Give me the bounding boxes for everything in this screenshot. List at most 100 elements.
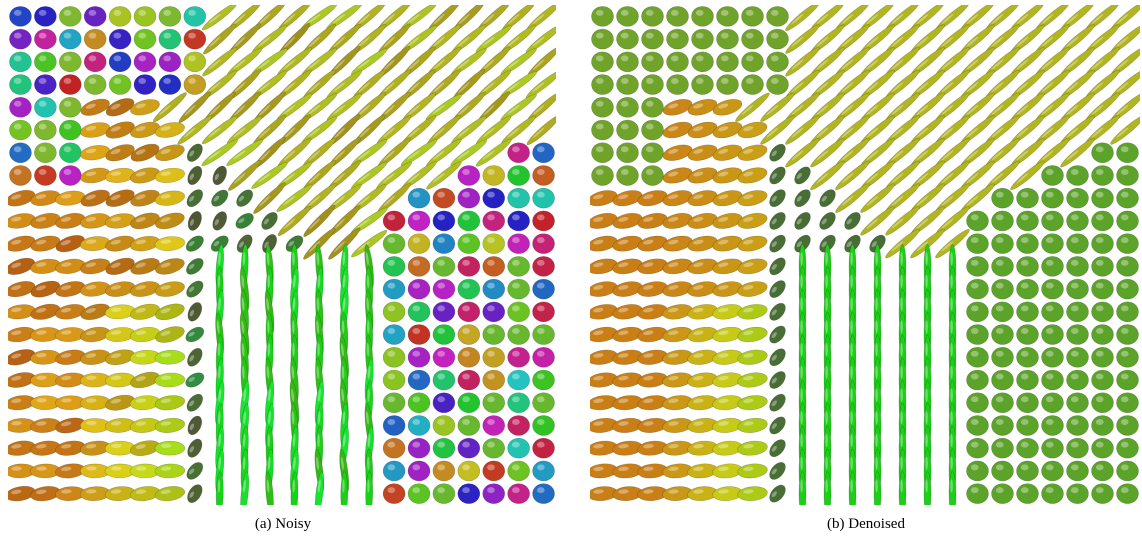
glyph (1121, 442, 1129, 448)
glyph (437, 305, 445, 311)
glyph (437, 396, 445, 402)
glyph (996, 374, 1004, 380)
glyph (462, 328, 470, 334)
glyph (1021, 328, 1029, 334)
glyph (1017, 188, 1039, 208)
glyph (967, 484, 989, 504)
glyph (512, 487, 520, 493)
glyph (971, 260, 979, 266)
glyph (642, 97, 664, 117)
glyph (537, 419, 545, 425)
glyph (849, 472, 856, 516)
glyph (1092, 165, 1114, 185)
glyph (1067, 415, 1089, 435)
glyph (1067, 165, 1089, 185)
glyph (412, 214, 420, 220)
glyph (1046, 328, 1054, 334)
glyph (508, 143, 530, 163)
glyph (1042, 256, 1064, 276)
glyph (971, 237, 979, 243)
glyph (39, 55, 47, 61)
glyph (1096, 305, 1104, 311)
glyph (971, 487, 979, 493)
glyph (950, 275, 952, 288)
glyph (646, 78, 654, 84)
glyph (596, 146, 604, 152)
glyph (825, 298, 827, 311)
glyph (642, 120, 664, 140)
glyph (14, 78, 22, 84)
glyph (971, 283, 979, 289)
glyph (412, 374, 420, 380)
glyph (113, 33, 121, 39)
glyph (992, 484, 1014, 504)
glyph (996, 328, 1004, 334)
glyph (512, 419, 520, 425)
glyph (875, 320, 877, 333)
glyph (996, 464, 1004, 470)
glyph (1017, 438, 1039, 458)
glyph (533, 393, 555, 413)
glyph (800, 388, 802, 401)
glyph (487, 464, 495, 470)
glyph (950, 457, 952, 470)
glyph (383, 370, 405, 390)
glyph (113, 55, 121, 61)
glyph (900, 298, 902, 311)
glyph (537, 192, 545, 198)
glyph (59, 75, 81, 95)
glyph (967, 415, 989, 435)
glyph (950, 366, 952, 379)
glyph (850, 343, 852, 356)
glyph (86, 466, 97, 470)
glyph (512, 169, 520, 175)
glyph (412, 464, 420, 470)
glyph (9, 97, 31, 117)
glyph (433, 211, 455, 231)
glyph (592, 52, 614, 72)
glyph (646, 10, 654, 16)
glyph (824, 472, 831, 516)
glyph (512, 260, 520, 266)
glyph (596, 169, 604, 175)
glyph (925, 434, 927, 447)
glyph (408, 438, 430, 458)
glyph (1017, 302, 1039, 322)
glyph (1017, 415, 1039, 435)
glyph (1117, 393, 1139, 413)
glyph (621, 146, 629, 152)
glyph (458, 234, 480, 254)
glyph (1042, 370, 1064, 390)
glyph (949, 472, 956, 516)
glyph (717, 6, 739, 26)
glyph (996, 419, 1004, 425)
glyph (1117, 347, 1139, 367)
glyph (800, 411, 802, 424)
glyph (408, 415, 430, 435)
glyph (996, 283, 1004, 289)
glyph (900, 320, 902, 333)
glyph (84, 75, 106, 95)
glyph (1117, 165, 1139, 185)
glyph (512, 146, 520, 152)
glyph (1021, 419, 1029, 425)
glyph (533, 302, 555, 322)
glyph (875, 388, 877, 401)
glyph (692, 6, 714, 26)
glyph (387, 419, 395, 425)
glyph (621, 78, 629, 84)
glyph (1042, 438, 1064, 458)
glyph (875, 298, 877, 311)
glyph (1096, 169, 1104, 175)
glyph (900, 388, 902, 401)
glyph (537, 396, 545, 402)
glyph (925, 320, 927, 333)
glyph (799, 472, 806, 516)
glyph (617, 97, 639, 117)
glyph (512, 283, 520, 289)
glyph (412, 305, 420, 311)
glyph (971, 374, 979, 380)
glyph (1046, 192, 1054, 198)
glyph (487, 328, 495, 334)
glyph (487, 442, 495, 448)
